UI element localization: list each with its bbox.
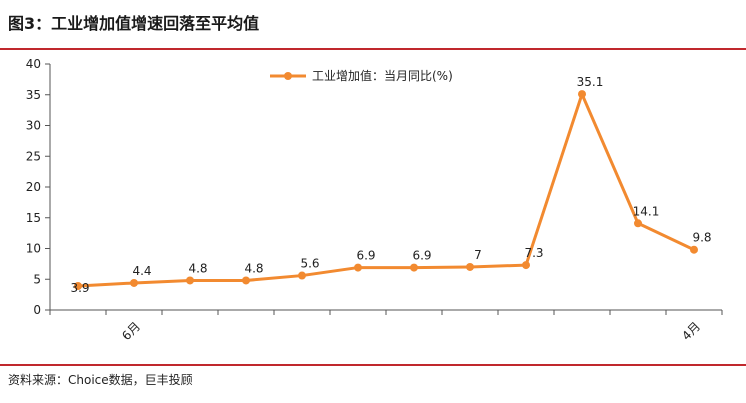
chart-legend: 工业增加值：当月同比(%) xyxy=(270,68,453,83)
data-point xyxy=(354,263,362,272)
data-point xyxy=(690,245,698,254)
data-label: 4.8 xyxy=(188,261,207,275)
legend-swatch-marker xyxy=(284,72,292,80)
data-point xyxy=(634,219,642,228)
data-label: 4.4 xyxy=(132,264,151,278)
chart-axes: 0 5 10 15 20 25 30 35 40 6月 4月 xyxy=(26,57,723,343)
data-label: 4.8 xyxy=(244,261,263,275)
y-tick-label: 10 xyxy=(26,242,41,256)
data-point xyxy=(130,278,138,287)
data-point xyxy=(466,262,474,271)
data-point xyxy=(410,263,418,272)
data-point xyxy=(522,261,530,270)
source-note: 资料来源：Choice数据，巨丰投顾 xyxy=(8,373,193,387)
data-label: 7.3 xyxy=(524,246,543,260)
legend-label: 工业增加值：当月同比(%) xyxy=(312,68,453,83)
line-chart: 0 5 10 15 20 25 30 35 40 6月 4月 3.9 4.4 4.8 4.8 5.6 6.9 6… xyxy=(26,57,723,343)
data-label: 35.1 xyxy=(577,75,604,89)
data-point xyxy=(74,282,82,291)
data-point xyxy=(242,276,250,285)
y-tick-label: 5 xyxy=(33,272,41,286)
data-point xyxy=(186,276,194,285)
data-label: 3.9 xyxy=(70,281,89,295)
data-label: 14.1 xyxy=(633,204,660,218)
y-tick-label: 20 xyxy=(26,180,41,194)
data-label: 5.6 xyxy=(300,257,319,271)
x-tick-label: 4月 xyxy=(679,319,703,343)
y-tick-label: 15 xyxy=(26,211,41,225)
y-tick-label: 35 xyxy=(26,88,41,102)
series-line xyxy=(77,92,695,288)
y-tick-label: 40 xyxy=(26,57,41,71)
chart-marks: 3.9 4.4 4.8 4.8 5.6 6.9 6.9 7 7.3 35.1 14.1 9.8 xyxy=(70,75,711,295)
data-point xyxy=(578,90,586,99)
data-label: 6.9 xyxy=(412,249,431,263)
data-label: 7 xyxy=(474,248,482,262)
y-tick-label: 0 xyxy=(33,303,41,317)
y-tick-label: 30 xyxy=(26,119,41,133)
data-point xyxy=(298,271,306,280)
title-divider xyxy=(0,48,746,50)
chart-title: 图3：工业增加值增速回落至平均值 xyxy=(8,14,260,33)
x-tick-label: 6月 xyxy=(119,319,143,343)
data-label: 9.8 xyxy=(692,231,711,245)
y-tick-label: 25 xyxy=(26,149,41,163)
footer-divider xyxy=(0,364,746,366)
data-label: 6.9 xyxy=(356,249,375,263)
